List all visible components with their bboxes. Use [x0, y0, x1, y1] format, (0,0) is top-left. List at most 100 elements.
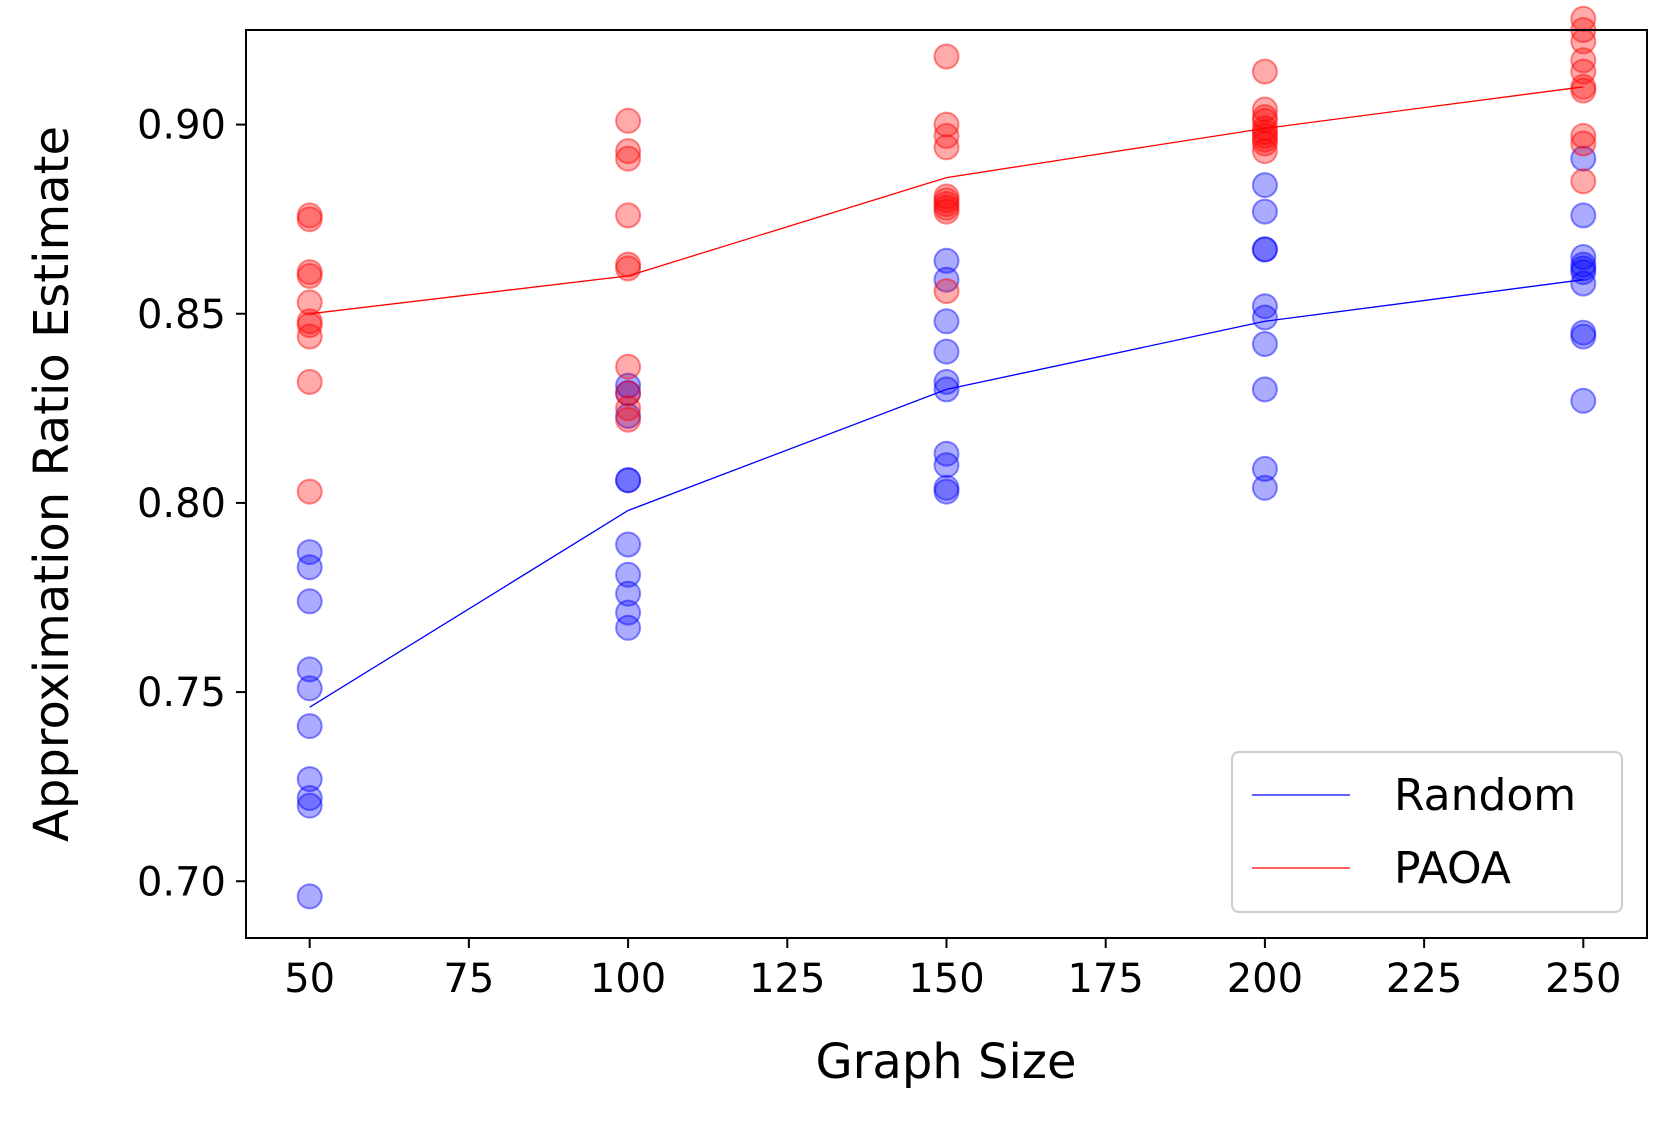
data-point-paoa — [615, 145, 642, 172]
legend-box — [1231, 751, 1623, 913]
data-point-paoa — [615, 251, 642, 278]
data-point-random — [1570, 145, 1597, 172]
x-tick-label: 225 — [1386, 956, 1462, 1002]
data-point-paoa — [933, 111, 960, 138]
x-tick-label: 75 — [443, 956, 494, 1002]
data-point-random — [296, 792, 323, 819]
series-line-random — [309, 279, 1584, 708]
data-point-random — [615, 614, 642, 641]
data-point-random — [1251, 304, 1278, 331]
data-point-paoa — [1251, 138, 1278, 165]
data-point-paoa — [296, 262, 323, 289]
data-point-paoa — [615, 138, 642, 165]
data-point-random — [933, 478, 960, 505]
data-point-paoa — [296, 259, 323, 286]
data-point-random — [615, 402, 642, 429]
data-point-paoa — [296, 206, 323, 233]
data-point-paoa — [933, 134, 960, 161]
data-point-random — [615, 467, 642, 494]
data-point-paoa — [933, 187, 960, 214]
data-point-paoa — [933, 183, 960, 210]
data-point-paoa — [296, 308, 323, 335]
y-tick-label: 0.90 — [137, 103, 226, 149]
x-axis-ticks: 50 75 100 125 150 175 200 225 250 — [284, 938, 1621, 1002]
data-point-paoa — [296, 478, 323, 505]
data-point-random — [296, 675, 323, 702]
data-point-paoa — [933, 43, 960, 70]
data-point-random — [1570, 323, 1597, 350]
x-tick-label: 100 — [590, 956, 666, 1002]
data-point-random — [933, 338, 960, 365]
data-point-random — [1251, 236, 1278, 263]
data-point-paoa — [1570, 58, 1597, 85]
data-point-random — [1251, 236, 1278, 263]
data-point-random — [615, 599, 642, 626]
data-point-paoa — [296, 323, 323, 350]
legend: Random PAOA — [1231, 751, 1623, 913]
data-point-random — [1251, 172, 1278, 199]
data-point-paoa — [615, 395, 642, 422]
x-tick-label: 200 — [1227, 956, 1303, 1002]
series-line-paoa — [309, 86, 1584, 315]
data-point-paoa — [1570, 130, 1597, 157]
data-point-random — [1570, 270, 1597, 297]
data-point-random — [1570, 251, 1597, 278]
y-tick-label: 0.75 — [137, 670, 226, 716]
y-tick-label: 0.70 — [137, 859, 226, 905]
data-point-paoa — [615, 107, 642, 134]
data-point-paoa — [933, 278, 960, 305]
data-point-random — [1251, 293, 1278, 320]
data-point-random — [615, 380, 642, 407]
data-point-random — [1251, 331, 1278, 357]
data-point-paoa — [1251, 107, 1278, 134]
data-point-random — [615, 580, 642, 607]
data-point-random — [933, 440, 960, 467]
data-point-random — [296, 539, 323, 566]
data-point-random — [296, 554, 323, 581]
x-axis-label: Graph Size — [815, 1034, 1076, 1090]
data-point-random — [296, 713, 323, 740]
x-tick-label: 125 — [749, 956, 825, 1002]
data-point-paoa — [296, 202, 323, 229]
legend-label-random: Random — [1394, 770, 1576, 821]
data-point-random — [615, 372, 642, 399]
data-point-random — [1251, 198, 1278, 225]
data-point-random — [296, 588, 323, 615]
data-point-random — [933, 308, 960, 335]
line-layer — [309, 86, 1584, 708]
data-point-random — [296, 883, 323, 910]
y-axis-ticks: 0.70 0.75 0.80 0.85 0.90 — [137, 103, 246, 905]
data-point-paoa — [1570, 77, 1597, 104]
data-point-random — [1570, 319, 1597, 346]
data-point-random — [615, 467, 642, 494]
data-point-random — [1570, 202, 1597, 229]
y-tick-label: 0.80 — [137, 481, 226, 527]
data-point-random — [1251, 455, 1278, 482]
data-point-paoa — [933, 122, 960, 149]
data-point-paoa — [1570, 168, 1597, 195]
y-axis-label: Approximation Ratio Estimate — [24, 126, 80, 842]
data-point-paoa — [1251, 58, 1278, 85]
data-point-random — [1251, 376, 1278, 403]
data-point-random — [1251, 474, 1278, 501]
data-point-paoa — [1251, 104, 1278, 130]
data-point-random — [933, 474, 960, 501]
data-point-paoa — [1251, 119, 1278, 146]
data-point-paoa — [1251, 126, 1278, 153]
data-point-random — [615, 531, 642, 558]
data-point-random — [296, 766, 323, 793]
data-point-random — [933, 266, 960, 293]
x-tick-label: 50 — [284, 956, 335, 1002]
data-point-paoa — [615, 202, 642, 229]
data-point-paoa — [933, 198, 960, 225]
data-point-paoa — [1570, 47, 1597, 74]
data-point-random — [615, 561, 642, 588]
data-point-paoa — [615, 353, 642, 380]
data-point-paoa — [615, 380, 642, 407]
data-point-paoa — [296, 368, 323, 395]
data-point-random — [1570, 255, 1597, 282]
legend-label-paoa: PAOA — [1394, 843, 1511, 894]
